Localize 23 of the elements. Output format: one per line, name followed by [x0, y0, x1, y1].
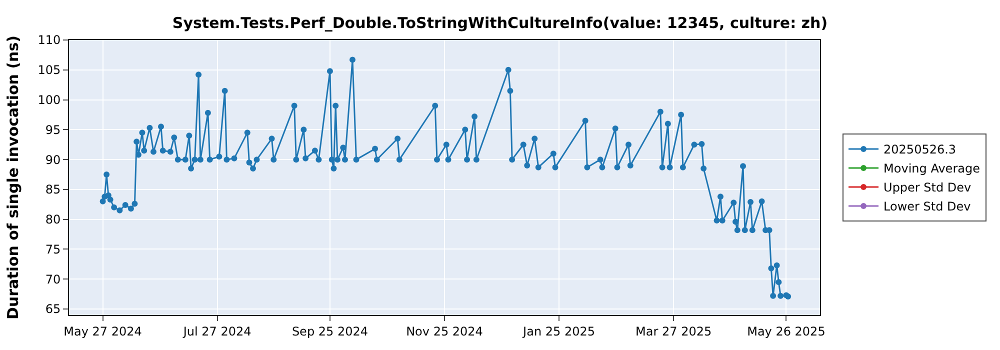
legend-label: 20250526.3 — [884, 142, 956, 157]
x-tick-label: Mar 27 2025 — [636, 324, 712, 338]
y-tick-label: 65 — [45, 302, 61, 316]
x-tick-label: Nov 25 2024 — [406, 324, 483, 338]
y-axis-title: Duration of single invocation (ns) — [4, 36, 22, 320]
legend-label: Moving Average — [884, 162, 980, 176]
chart-title: System.Tests.Perf_Double.ToStringWithCultureInfo(value: 12345, culture: zh) — [172, 14, 828, 32]
y-tick-label: 105 — [38, 63, 61, 78]
x-tick-label: Jan 25 2025 — [522, 324, 595, 338]
x-tick-label: Sep 25 2024 — [292, 324, 368, 338]
y-tick-label: 75 — [45, 242, 61, 256]
y-tick-label: 110 — [38, 33, 61, 48]
y-tick-label: 85 — [45, 182, 61, 197]
x-tick-label: May 26 2025 — [747, 324, 826, 338]
y-tick-label: 100 — [38, 92, 61, 107]
y-tick-label: 95 — [45, 122, 61, 137]
legend-label: Lower Std Dev — [884, 200, 971, 214]
y-tick-label: 70 — [45, 272, 61, 286]
y-tick-label: 80 — [45, 212, 61, 227]
y-tick-label: 90 — [45, 152, 61, 167]
x-tick-label: Jul 27 2024 — [182, 324, 252, 338]
legend-label: Upper Std Dev — [884, 180, 972, 195]
x-tick-label: May 27 2024 — [64, 324, 142, 338]
